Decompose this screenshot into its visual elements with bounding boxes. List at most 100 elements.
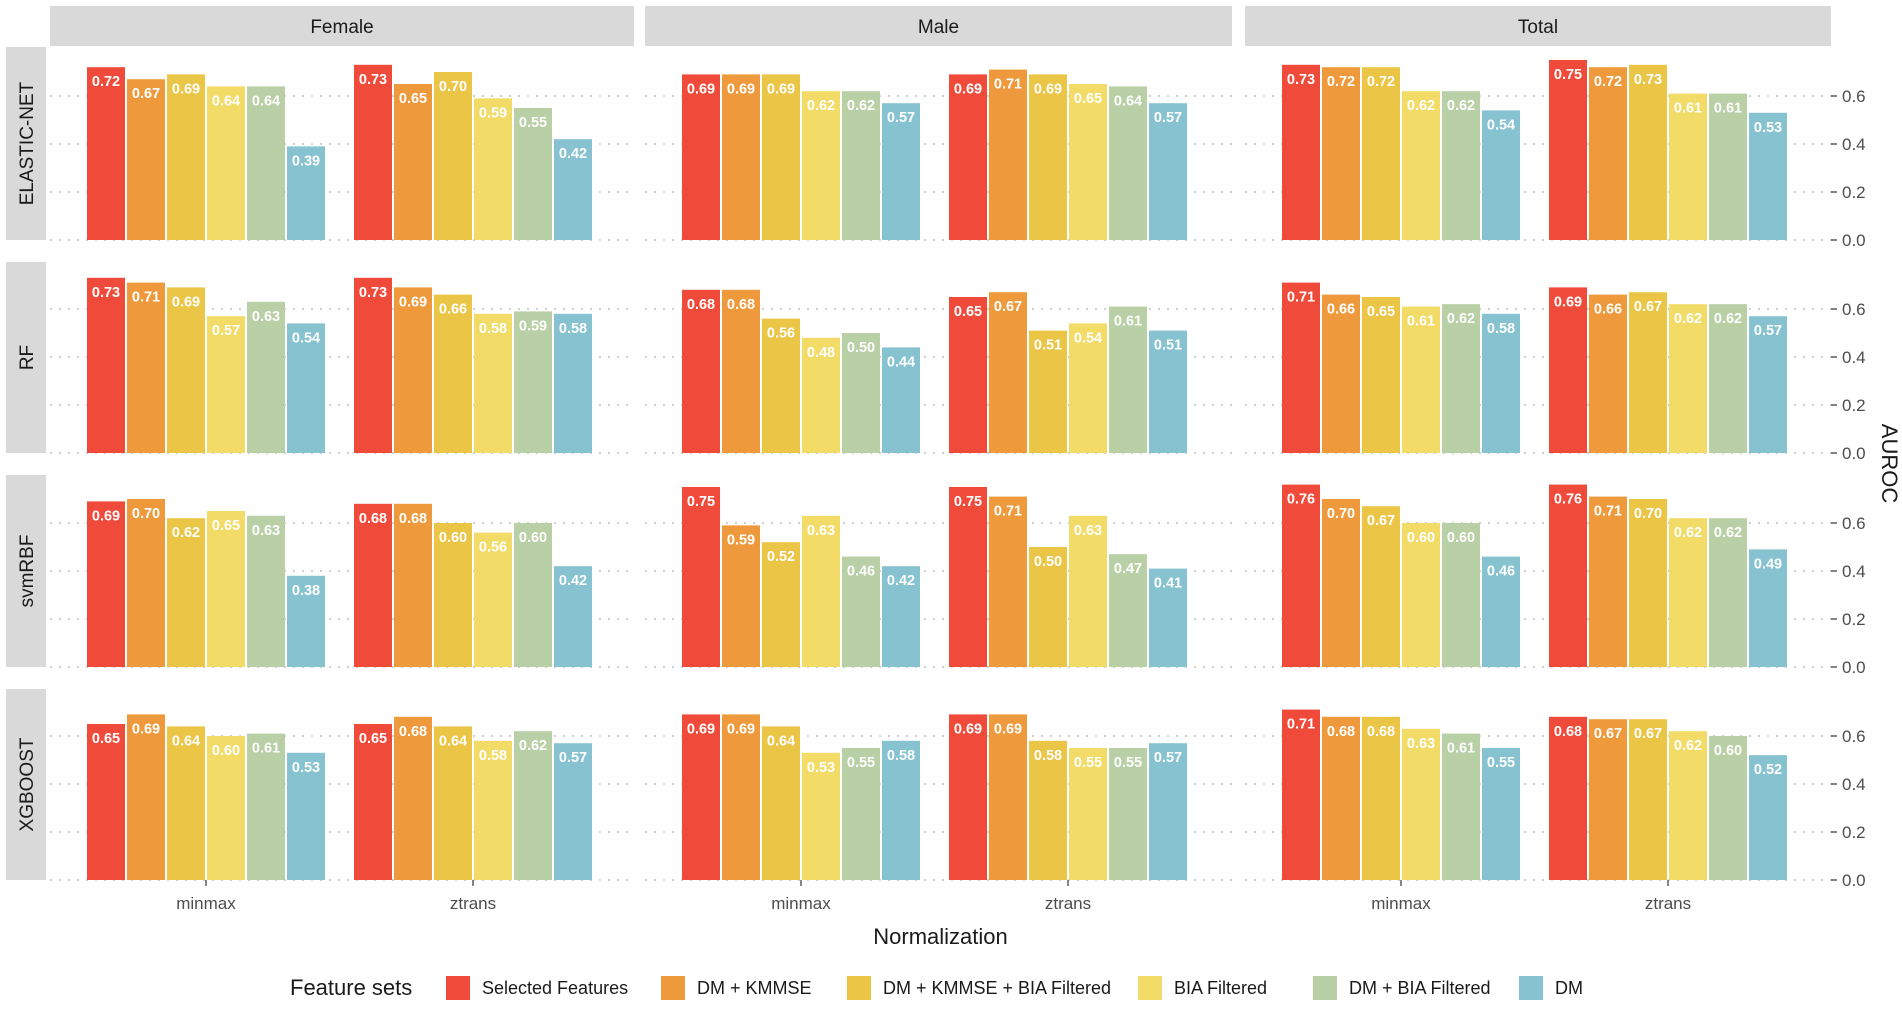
bar-value-label: 0.68 <box>1367 724 1395 740</box>
y-tick-label: 0.2 <box>1842 396 1866 415</box>
panel-xgboost-total: 0.71 0.68 0.68 0.63 0.61 0.55 0.68 0.67 0.67 0.62… <box>1245 709 1831 881</box>
bar-value-label: 0.58 <box>1487 321 1515 337</box>
bar-value-label: 0.68 <box>399 724 427 740</box>
bar-rf-female-minmax-selected-features <box>87 277 125 453</box>
bar-rf-female-ztrans-dm-kmmse-bia-filtered <box>434 294 472 453</box>
bar-value-label: 0.57 <box>212 323 240 339</box>
bar-svmrbf-male-ztrans-selected-features <box>949 487 987 667</box>
bar-rf-male-ztrans-bia-filtered <box>1069 323 1107 453</box>
bar-value-label: 0.39 <box>292 153 320 169</box>
bar-value-label: 0.73 <box>1634 72 1662 88</box>
bar-rf-total-minmax-bia-filtered <box>1402 306 1440 453</box>
bar-value-label: 0.67 <box>132 86 160 102</box>
bar-xgboost-male-minmax-dm-bia-filtered <box>842 748 880 880</box>
y-tick-label: 0.2 <box>1842 183 1866 202</box>
bar-elastic-net-total-minmax-dm-bia-filtered <box>1442 91 1480 240</box>
bar-elastic-net-female-minmax-bia-filtered <box>207 86 245 241</box>
bar-xgboost-male-ztrans-selected-features <box>949 714 987 880</box>
bar-rf-total-ztrans-bia-filtered <box>1669 304 1707 453</box>
bar-rf-female-ztrans-selected-features <box>354 277 392 453</box>
bar-rf-male-ztrans-dm-bia-filtered <box>1109 306 1147 453</box>
bar-value-label: 0.68 <box>1327 724 1355 740</box>
y-tick-label: 0.0 <box>1842 231 1866 250</box>
legend-label-selected-features: Selected Features <box>482 978 628 998</box>
bar-xgboost-female-minmax-dm-kmmse-bia-filtered <box>167 726 205 880</box>
bar-value-label: 0.55 <box>519 115 547 131</box>
bar-value-label: 0.69 <box>399 294 427 310</box>
bar-value-label: 0.42 <box>559 573 587 589</box>
bar-value-label: 0.63 <box>252 523 280 539</box>
bar-rf-total-minmax-dm <box>1482 313 1520 453</box>
row-strip-label-svmrbf: svmRBF <box>17 535 38 608</box>
bar-value-label: 0.75 <box>954 494 982 510</box>
bar-rf-total-ztrans-dm <box>1749 316 1787 453</box>
bar-xgboost-total-ztrans-bia-filtered <box>1669 731 1707 880</box>
bar-value-label: 0.62 <box>519 738 547 754</box>
panel-elastic-net-male: 0.69 0.69 0.69 0.62 0.62 0.57 0.69 0.71 0.69 0.65… <box>645 69 1232 241</box>
bar-elastic-net-total-ztrans-dm-kmmse-bia-filtered <box>1629 64 1667 240</box>
bar-value-label: 0.61 <box>1114 314 1142 330</box>
bar-elastic-net-total-minmax-dm <box>1482 110 1520 241</box>
bar-value-label: 0.55 <box>1487 755 1515 771</box>
bar-elastic-net-male-minmax-dm <box>882 103 920 240</box>
bar-rf-total-minmax-selected-features <box>1282 282 1320 453</box>
legend-swatch-selected-features <box>446 976 470 1000</box>
bar-value-label: 0.75 <box>1554 67 1582 83</box>
bar-elastic-net-female-ztrans-dm-kmmse <box>394 84 432 240</box>
y-tick-label: 0.6 <box>1842 300 1866 319</box>
bar-xgboost-total-ztrans-dm-kmmse-bia-filtered <box>1629 719 1667 880</box>
bar-xgboost-male-minmax-dm-kmmse-bia-filtered <box>762 726 800 880</box>
bar-value-label: 0.69 <box>954 721 982 737</box>
bar-value-label: 0.42 <box>559 146 587 162</box>
bar-value-label: 0.71 <box>132 290 160 306</box>
panel-xgboost-female: 0.65 0.69 0.64 0.60 0.61 0.53 0.65 0.68 0.64 0.58… <box>50 714 634 881</box>
bar-value-label: 0.52 <box>767 549 795 565</box>
bar-elastic-net-male-minmax-dm-kmmse-bia-filtered <box>762 74 800 241</box>
bar-elastic-net-male-ztrans-dm-kmmse <box>989 69 1027 240</box>
bar-xgboost-total-minmax-dm-kmmse-bia-filtered <box>1362 716 1400 880</box>
bar-rf-female-ztrans-dm-kmmse <box>394 287 432 453</box>
panel-rf-female: 0.73 0.71 0.69 0.57 0.63 0.54 0.73 0.69 0.66 0.58… <box>50 277 634 454</box>
bar-value-label: 0.64 <box>212 93 240 109</box>
bar-elastic-net-total-minmax-dm-kmmse-bia-filtered <box>1362 67 1400 240</box>
bar-value-label: 0.67 <box>1634 726 1662 742</box>
bar-value-label: 0.42 <box>887 573 915 589</box>
bar-svmrbf-total-minmax-bia-filtered <box>1402 523 1440 667</box>
bar-value-label: 0.60 <box>1714 743 1742 759</box>
bar-value-label: 0.72 <box>1594 74 1622 90</box>
bar-svmrbf-total-minmax-selected-features <box>1282 484 1320 667</box>
y-tick-label: 0.6 <box>1842 727 1866 746</box>
bar-value-label: 0.51 <box>1154 338 1182 354</box>
bar-value-label: 0.54 <box>292 330 320 346</box>
bar-svmrbf-total-minmax-dm <box>1482 556 1520 667</box>
bar-rf-female-minmax-dm <box>287 323 325 453</box>
bar-svmrbf-total-ztrans-selected-features <box>1549 484 1587 667</box>
bar-value-label: 0.66 <box>1594 302 1622 318</box>
bar-rf-male-ztrans-selected-features <box>949 297 987 453</box>
bar-elastic-net-female-minmax-dm-kmmse-bia-filtered <box>167 74 205 241</box>
row-strip-svmrbf <box>6 475 46 667</box>
bar-svmrbf-male-ztrans-dm-kmmse-bia-filtered <box>1029 547 1067 667</box>
bar-value-label: 0.41 <box>1154 576 1182 592</box>
bar-elastic-net-total-ztrans-dm-bia-filtered <box>1709 93 1747 240</box>
bar-rf-female-ztrans-bia-filtered <box>474 313 512 453</box>
bar-value-label: 0.68 <box>399 511 427 527</box>
y-tick-label: 0.2 <box>1842 823 1866 842</box>
bar-value-label: 0.55 <box>847 755 875 771</box>
x-tick-label-ztrans-female: ztrans <box>450 894 496 913</box>
bar-value-label: 0.53 <box>292 760 320 776</box>
bar-value-label: 0.73 <box>359 72 387 88</box>
bar-svmrbf-female-minmax-dm-kmmse <box>127 499 165 667</box>
y-tick-label: 0.4 <box>1842 775 1866 794</box>
bar-svmrbf-male-ztrans-dm-bia-filtered <box>1109 554 1147 667</box>
bar-value-label: 0.70 <box>132 506 160 522</box>
bar-elastic-net-male-minmax-dm-kmmse <box>722 74 760 241</box>
y-tick-label: 0.4 <box>1842 135 1866 154</box>
bar-value-label: 0.58 <box>479 321 507 337</box>
bar-value-label: 0.62 <box>1674 525 1702 541</box>
bar-value-label: 0.69 <box>687 81 715 97</box>
bar-xgboost-male-minmax-selected-features <box>682 714 720 880</box>
bar-value-label: 0.46 <box>1487 564 1515 580</box>
bar-value-label: 0.50 <box>847 340 875 356</box>
